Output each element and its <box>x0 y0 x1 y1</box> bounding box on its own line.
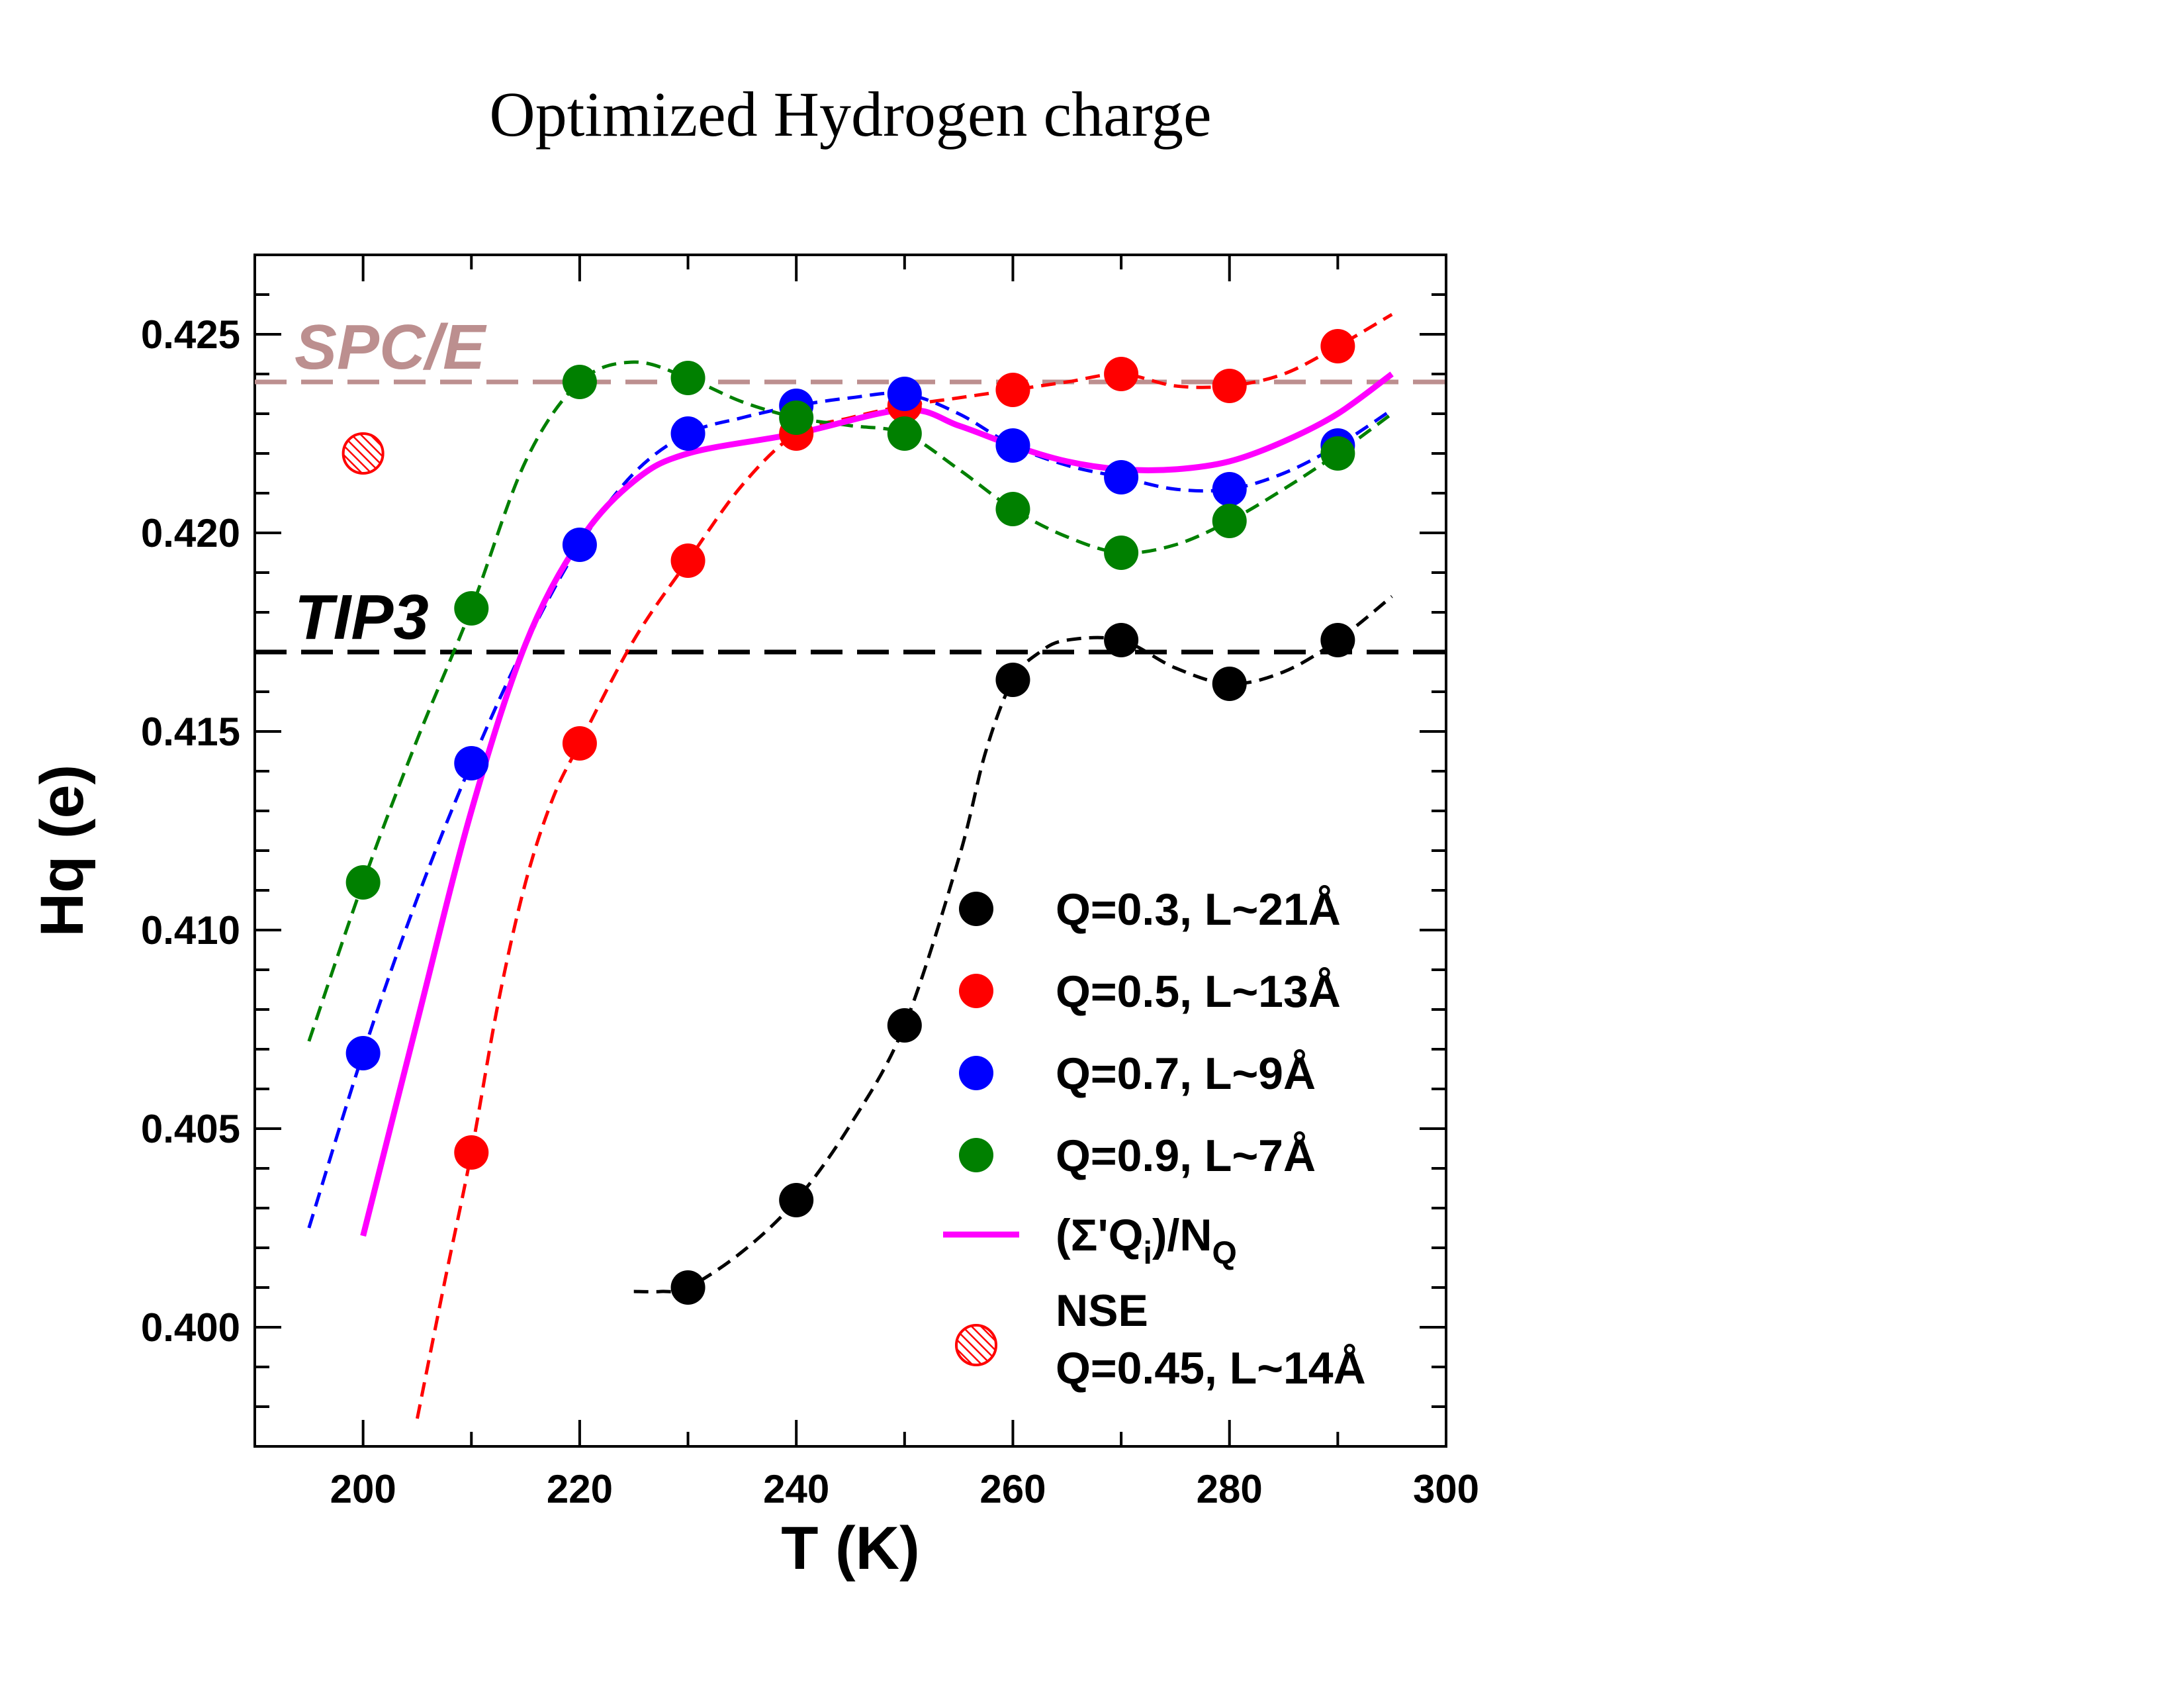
data-point <box>1320 329 1355 363</box>
data-point <box>887 1008 922 1043</box>
legend-label: Q=0.3, L~21Å <box>1056 884 1341 935</box>
reference-label: SPC/E <box>295 312 487 383</box>
data-point <box>1104 460 1139 494</box>
data-point <box>887 416 922 451</box>
legend-label-average: (Σ'Qi)/NQ <box>1056 1210 1237 1271</box>
legend-label: Q=0.9, L~7Å <box>1056 1131 1316 1181</box>
data-point <box>1212 472 1247 506</box>
series-line-average <box>360 371 1394 1237</box>
series-fit-curve <box>633 595 1393 1293</box>
data-point <box>779 400 814 435</box>
legend: Q=0.3, L~21Å Q=0.5, L~13Å Q=0.7, L~9Å Q=0.9… <box>943 884 1366 1393</box>
legend-label: Q=0.7, L~9Å <box>1056 1049 1316 1099</box>
data-point <box>1212 504 1247 538</box>
data-point <box>995 428 1030 463</box>
data-point <box>1212 369 1247 403</box>
y-tick-label: 0.425 <box>141 312 240 357</box>
data-point-nse <box>341 432 385 475</box>
data-point <box>670 543 705 578</box>
plot-area: 200 220 240 260 280 300 0.400 0.405 0.410 0.415 0.… <box>141 254 1479 1511</box>
y-tick-label: 0.420 <box>141 511 240 555</box>
data-point <box>454 1135 489 1170</box>
legend-marker <box>959 1056 993 1090</box>
data-point <box>1320 436 1355 471</box>
data-point <box>345 1036 381 1070</box>
y-axis-label: Hq (e) <box>28 765 96 937</box>
x-tick-label: 220 <box>547 1467 613 1511</box>
data-point <box>995 492 1030 526</box>
legend-label-line2: Q=0.45, L~14Å <box>1056 1343 1366 1393</box>
data-point <box>1104 536 1139 570</box>
legend-label: NSE <box>1056 1286 1148 1336</box>
y-tick-label: 0.415 <box>141 710 240 754</box>
data-point <box>779 1183 814 1217</box>
data-point <box>1320 623 1355 657</box>
data-point <box>1104 357 1139 391</box>
data-point <box>670 416 705 451</box>
plot-frame <box>253 254 1447 1448</box>
chart-title: Optimized Hydrogen charge <box>489 79 1211 150</box>
data-point <box>454 746 489 780</box>
x-tick-label: 280 <box>1197 1467 1263 1511</box>
data-point <box>670 361 705 395</box>
data-point <box>887 377 922 411</box>
data-point <box>1104 623 1139 657</box>
x-tick-label: 300 <box>1413 1467 1479 1511</box>
plot-content <box>255 312 1446 1419</box>
reference-label: TIP3 <box>295 582 429 653</box>
legend-marker-nse <box>955 1324 997 1366</box>
data-point <box>562 365 597 399</box>
data-point <box>454 591 489 626</box>
x-tick-label: 240 <box>763 1467 829 1511</box>
y-tick-label: 0.410 <box>141 908 240 953</box>
x-axis-label: T (K) <box>781 1515 919 1582</box>
data-point <box>1212 667 1247 701</box>
series-fit-curve <box>416 312 1393 1419</box>
data-point <box>670 1270 705 1305</box>
data-point <box>995 373 1030 407</box>
data-point <box>562 726 597 761</box>
legend-label: Q=0.5, L~13Å <box>1056 966 1341 1017</box>
data-point <box>995 663 1030 697</box>
x-tick-label: 260 <box>979 1467 1046 1511</box>
data-point <box>562 528 597 562</box>
data-point <box>345 865 381 900</box>
x-tick-label: 200 <box>330 1467 396 1511</box>
y-tick-label: 0.405 <box>141 1107 240 1151</box>
legend-marker <box>959 1138 993 1172</box>
legend-marker <box>959 892 993 926</box>
legend-marker <box>959 974 993 1008</box>
y-tick-label: 0.400 <box>141 1305 240 1350</box>
